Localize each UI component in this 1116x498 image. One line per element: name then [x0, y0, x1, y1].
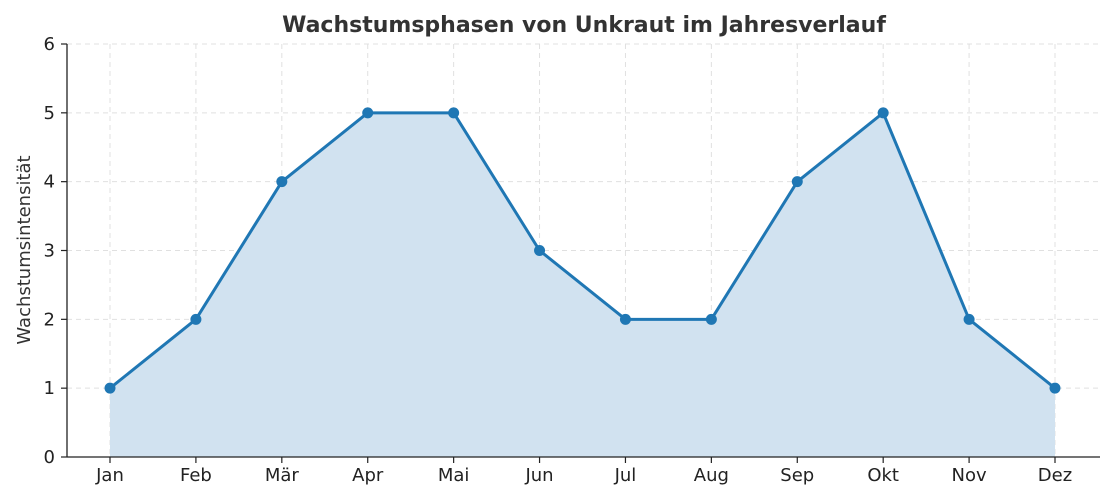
data-point-11 [963, 313, 975, 325]
x-tick-label-6: Jun [524, 465, 553, 486]
data-point-5 [448, 107, 460, 119]
data-point-7 [619, 313, 631, 325]
y-tick-label-5: 5 [44, 103, 55, 124]
x-tick-label-8: Aug [694, 465, 729, 486]
x-tick-label-12: Dez [1038, 465, 1072, 486]
y-tick-label-4: 4 [44, 172, 55, 193]
x-tick-label-7: Jul [614, 465, 637, 486]
data-point-1 [104, 382, 116, 394]
data-point-4 [362, 107, 374, 119]
data-point-layer [104, 107, 1061, 394]
y-tick-label-1: 1 [44, 378, 55, 399]
data-point-3 [276, 176, 288, 188]
x-axis-ticks: Jan Feb Mär Apr Mai Jun Jul Aug Sep Okt Nov Dez [95, 457, 1072, 486]
x-tick-label-9: Sep [780, 465, 814, 486]
area-fill [110, 112, 1055, 457]
x-tick-label-10: Okt [867, 465, 899, 486]
y-tick-label-3: 3 [44, 241, 55, 262]
x-tick-label-5: Mai [438, 465, 470, 486]
y-axis-label: Wachstumsintensität [14, 155, 35, 344]
data-point-9 [791, 176, 803, 188]
data-point-6 [534, 245, 546, 256]
area-fill-layer [110, 112, 1055, 457]
data-point-8 [705, 313, 717, 325]
x-tick-label-4: Apr [352, 465, 384, 486]
chart-title: Wachstumsphasen von Unkraut im Jahresver… [282, 13, 886, 38]
data-point-10 [877, 107, 889, 119]
data-point-2 [190, 313, 202, 325]
x-tick-label-3: Mär [265, 465, 300, 486]
series-line [108, 111, 1057, 390]
y-tick-label-6: 6 [44, 34, 55, 55]
x-tick-label-11: Nov [952, 465, 987, 486]
x-tick-label-2: Feb [180, 465, 212, 486]
series-line-layer [108, 111, 1057, 390]
y-axis-ticks: 0 1 2 3 4 5 6 [44, 34, 67, 468]
y-tick-label-2: 2 [44, 309, 55, 330]
x-tick-label-1: Jan [95, 465, 124, 486]
y-tick-label-0: 0 [44, 447, 55, 468]
data-point-12 [1049, 382, 1061, 394]
